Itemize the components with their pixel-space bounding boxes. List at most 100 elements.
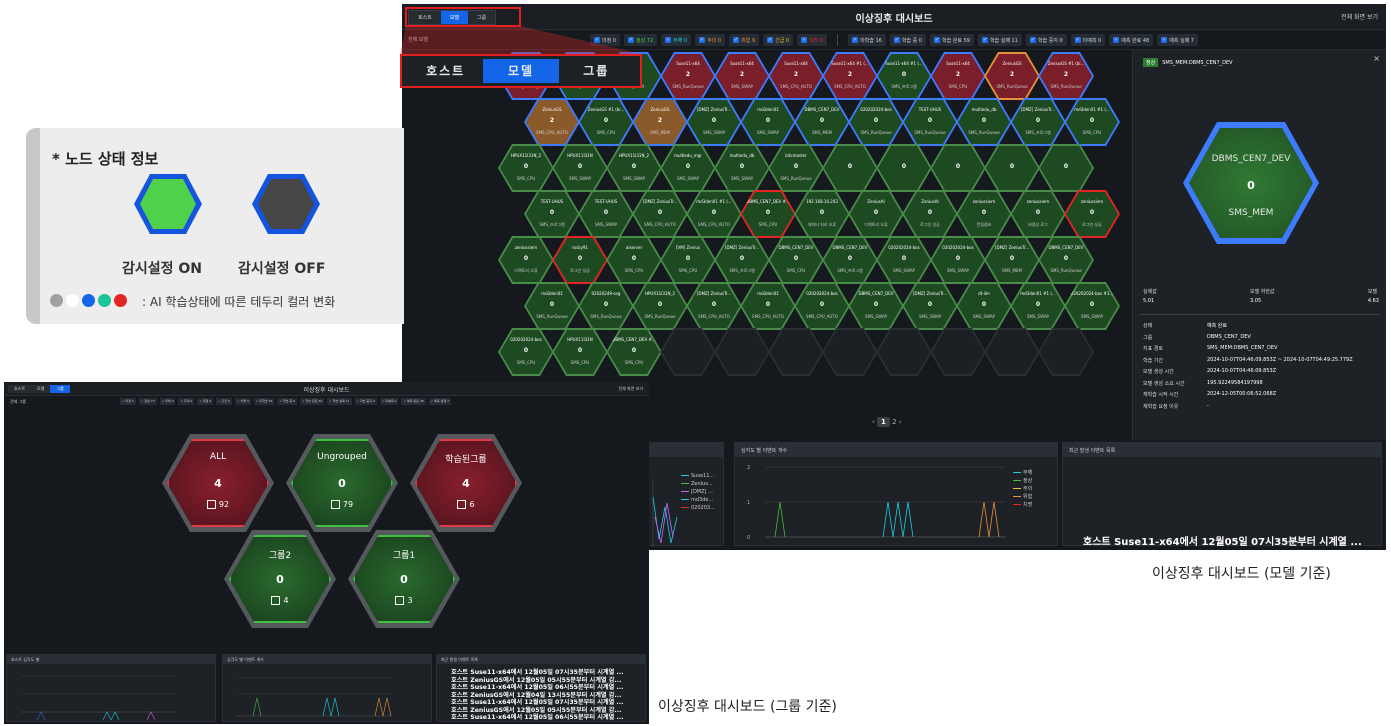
node-hex[interactable] xyxy=(1038,328,1094,376)
legend-item[interactable]: 무해 xyxy=(1013,469,1032,477)
checkbox-icon[interactable]: ✓ xyxy=(852,37,859,43)
tab-host[interactable]: 호스트 xyxy=(14,386,26,391)
group-hex[interactable]: 학습된그룹 4 6 xyxy=(410,434,522,532)
node-hex[interactable]: md3den01 0 SMS_RunQueue xyxy=(524,282,580,330)
legend-item[interactable]: 위험 xyxy=(1013,493,1032,501)
filter-chip[interactable]: ✓ 긴급 0 xyxy=(763,34,794,46)
filter-chip[interactable]: ✓ 학습 중 0 xyxy=(277,398,298,405)
node-hex[interactable]: Suse11-x64 2 SMS_CPU_AUTO xyxy=(768,52,824,100)
node-hex[interactable]: md3den01 #1 (... 0 SMS_CPU xyxy=(1064,98,1120,146)
page-2[interactable]: 2 xyxy=(892,418,897,426)
node-hex[interactable]: HPUX11I31N 0 SMS_SWAP xyxy=(552,144,608,192)
node-hex[interactable]: [DMZ] ZeniusTr... 0 SMS_MEM xyxy=(984,236,1040,284)
node-hex[interactable]: HPUX11I31N_2 0 SMS_CPU xyxy=(498,144,554,192)
checkbox-icon[interactable]: ✓ xyxy=(627,37,634,43)
checkbox-icon[interactable]: ✓ xyxy=(594,37,600,43)
node-hex[interactable]: md3den01 #1 (... 0 SMS_CPU_AUTO xyxy=(686,190,742,238)
node-hex[interactable]: DBMS_CEN7_DEV 0 SMS_RunQueue xyxy=(1038,236,1094,284)
legend-item[interactable]: md3de... xyxy=(681,497,715,505)
filter-chip[interactable]: ✓ 미학습 16 xyxy=(253,398,275,405)
legend-item[interactable]: Zenius... xyxy=(681,481,715,489)
event-item[interactable]: 호스트 ZeniusGS에서 12월05일 05시55분부터 시계열 감... xyxy=(451,706,622,714)
filter-chip[interactable]: ✓ 학습 중지 0 xyxy=(1025,34,1067,46)
node-hex[interactable]: [DMZ] ZeniusTr... 0 SMS_SWAP xyxy=(686,98,742,146)
node-hex[interactable]: Suse11-x64 #1 (... 2 SMS_CPU_AUTO xyxy=(822,52,878,100)
node-hex[interactable]: DBMS_CEN7_DEV 0 SMS_MEM xyxy=(794,98,850,146)
group-hex[interactable]: ALL 4 92 xyxy=(162,434,274,532)
node-hex[interactable]: 192.168.10.243 0 데이터 처리 오류 xyxy=(794,190,850,238)
node-hex[interactable]: zeniussiem 0 디렉토리 오류 xyxy=(498,236,554,284)
page-1[interactable]: 1 xyxy=(877,417,890,427)
checkbox-icon[interactable]: ✓ xyxy=(893,37,900,43)
filter-chip[interactable]: ✓ 위험 9 xyxy=(729,34,760,46)
filter-chip[interactable]: ✓ 학습 실패 11 xyxy=(327,398,352,405)
filter-chip[interactable]: ✓ 정상 72 xyxy=(138,398,157,405)
filter-chip[interactable]: ✓ 주의 0 xyxy=(178,398,195,405)
node-hex[interactable]: bitcmaster 0 SMS_RunQueue xyxy=(768,144,824,192)
node-hex[interactable]: 0 xyxy=(1038,144,1094,192)
node-hex[interactable]: Suse11-x64 2 SMS_CPU xyxy=(930,52,986,100)
node-hex[interactable] xyxy=(714,328,770,376)
checkbox-icon[interactable]: ✓ xyxy=(1029,37,1036,43)
checkbox-icon[interactable]: ✓ xyxy=(699,37,706,43)
zoom-tab-model[interactable]: 모델 xyxy=(483,59,559,83)
legend-item[interactable]: [DMZ] ... xyxy=(681,489,715,497)
filter-chip[interactable]: ✓ 학습 중 0 xyxy=(889,34,926,46)
filter-chip[interactable]: ✓ 주의 0 xyxy=(695,34,726,46)
node-hex[interactable]: TEST-UHUS 0 SMS_SWAP xyxy=(578,190,634,238)
filter-chip[interactable]: ✓ 미정 0 xyxy=(590,34,620,46)
node-hex[interactable]: 020202024-bos 0 SMS_CPU_AUTO xyxy=(794,282,850,330)
checkbox-icon[interactable]: ✓ xyxy=(981,37,988,43)
group-hex[interactable]: 그룹2 0 4 xyxy=(224,530,336,628)
node-hex[interactable]: ZeniusGS #1 (bi... 0 SMS_CPU xyxy=(578,98,634,146)
event-item[interactable]: 호스트 Suse11-x64에서 12월05일 06시55분부터 시계열 ... xyxy=(451,684,624,691)
node-hex[interactable]: 0 xyxy=(984,144,1040,192)
node-hex[interactable]: multiedu_db 0 SMS_SWAP xyxy=(714,144,770,192)
node-hex[interactable]: 0 xyxy=(876,144,932,192)
node-hex[interactable]: [DMZ] ZeniusTr... 0 SMS_CPU_AUTO xyxy=(632,190,688,238)
node-hex[interactable]: ZeniusAI 0 디렉토리 오류 xyxy=(848,190,904,238)
node-hex[interactable]: 020202024-bos 0 SMS_SWAP xyxy=(876,236,932,284)
event-item[interactable]: 호스트 Suse11-x64에서 12월05일 07시35분부터 시계열 ... xyxy=(1083,537,1362,548)
group-hex[interactable]: Ungrouped 0 79 xyxy=(286,434,398,532)
event-item[interactable]: 호스트 ZeniusGS에서 12월05일 05시55분부터 시계열 감... xyxy=(451,676,622,684)
filter-chip[interactable]: ✓ 긴급 0 xyxy=(216,398,233,405)
node-hex[interactable]: ZeniusGS #1 (bi... 2 SMS_RunQueue xyxy=(1038,52,1094,100)
node-hex[interactable] xyxy=(930,328,986,376)
filter-chip[interactable]: ✓ 무해 0 xyxy=(159,398,176,405)
node-hex[interactable]: TEST-UHUS 0 SMS_프로그램 xyxy=(524,190,580,238)
node-hex[interactable]: 020202024-bos 0 SMS_SWAP xyxy=(930,236,986,284)
node-hex[interactable]: zeniussiem 0 런칭중표 xyxy=(956,190,1012,238)
checkbox-icon[interactable]: ✓ xyxy=(801,37,808,43)
filter-chip[interactable]: ✓ 정상 72 xyxy=(623,34,658,46)
node-hex[interactable]: md3den01 0 SMS_CPU_AUTO xyxy=(740,282,796,330)
node-hex[interactable]: [DMZ] ZeniusTr... 0 SMS_프로그램 xyxy=(714,236,770,284)
filter-chip[interactable]: ✓ 무해 0 xyxy=(661,34,692,46)
checkbox-icon[interactable]: ✓ xyxy=(733,37,740,43)
node-hex[interactable]: 0 xyxy=(930,144,986,192)
node-hex[interactable]: DBMS_CEN7_DEV 0 SMS_CPU xyxy=(768,236,824,284)
filter-chip[interactable]: ✓ 치명 9 xyxy=(797,34,828,46)
node-hex[interactable]: DBMS_CEN7_DEV #... 0 SMS_CPU xyxy=(606,328,662,376)
filter-chip[interactable]: ✓ 미정 0 xyxy=(120,398,136,405)
node-hex[interactable]: HPUX11I31N_2 0 SMS_RunQueue xyxy=(632,282,688,330)
node-hex[interactable]: zeniussiem 0 비정상 로그 xyxy=(1010,190,1066,238)
tab-model[interactable]: 모델 xyxy=(37,386,45,391)
legend-item[interactable]: 주의 xyxy=(1013,485,1032,493)
node-hex[interactable]: [DMZ] ZeniusTr... 0 SMS_프로그램 xyxy=(1010,98,1066,146)
checkbox-icon[interactable]: ✓ xyxy=(665,37,672,43)
legend-item[interactable]: 정상 xyxy=(1013,477,1032,485)
node-hex[interactable]: Suse11-x64 #1 (... 0 SMS_프로그램 xyxy=(876,52,932,100)
filter-chip[interactable]: ✓ 미예측 0 xyxy=(1070,34,1106,46)
fullscreen-button[interactable]: 전체 화면 보기 xyxy=(618,386,643,391)
filter-chip[interactable]: ✓ 예측 실패 7 xyxy=(1157,34,1198,46)
filter-chip[interactable]: ✓ 학습 중지 0 xyxy=(354,398,377,405)
node-hex[interactable]: md3den01 0 SMS_SWAP xyxy=(740,98,796,146)
checkbox-icon[interactable]: ✓ xyxy=(1074,37,1081,43)
checkbox-icon[interactable]: ✓ xyxy=(934,37,940,43)
node-hex[interactable]: md3den01 #1 (... 0 SMS_SWAP xyxy=(1010,282,1066,330)
node-hex[interactable]: rocky91 0 로그인 성공 xyxy=(552,236,608,284)
node-hex[interactable]: ZeniusGS 2 SMS_RunQueue xyxy=(984,52,1040,100)
node-hex[interactable]: Suse11-x64 2 SMS_RunQueue xyxy=(660,52,716,100)
node-hex[interactable]: DBMS_CEN7_DEV 0 SMS_SWAP xyxy=(848,282,904,330)
